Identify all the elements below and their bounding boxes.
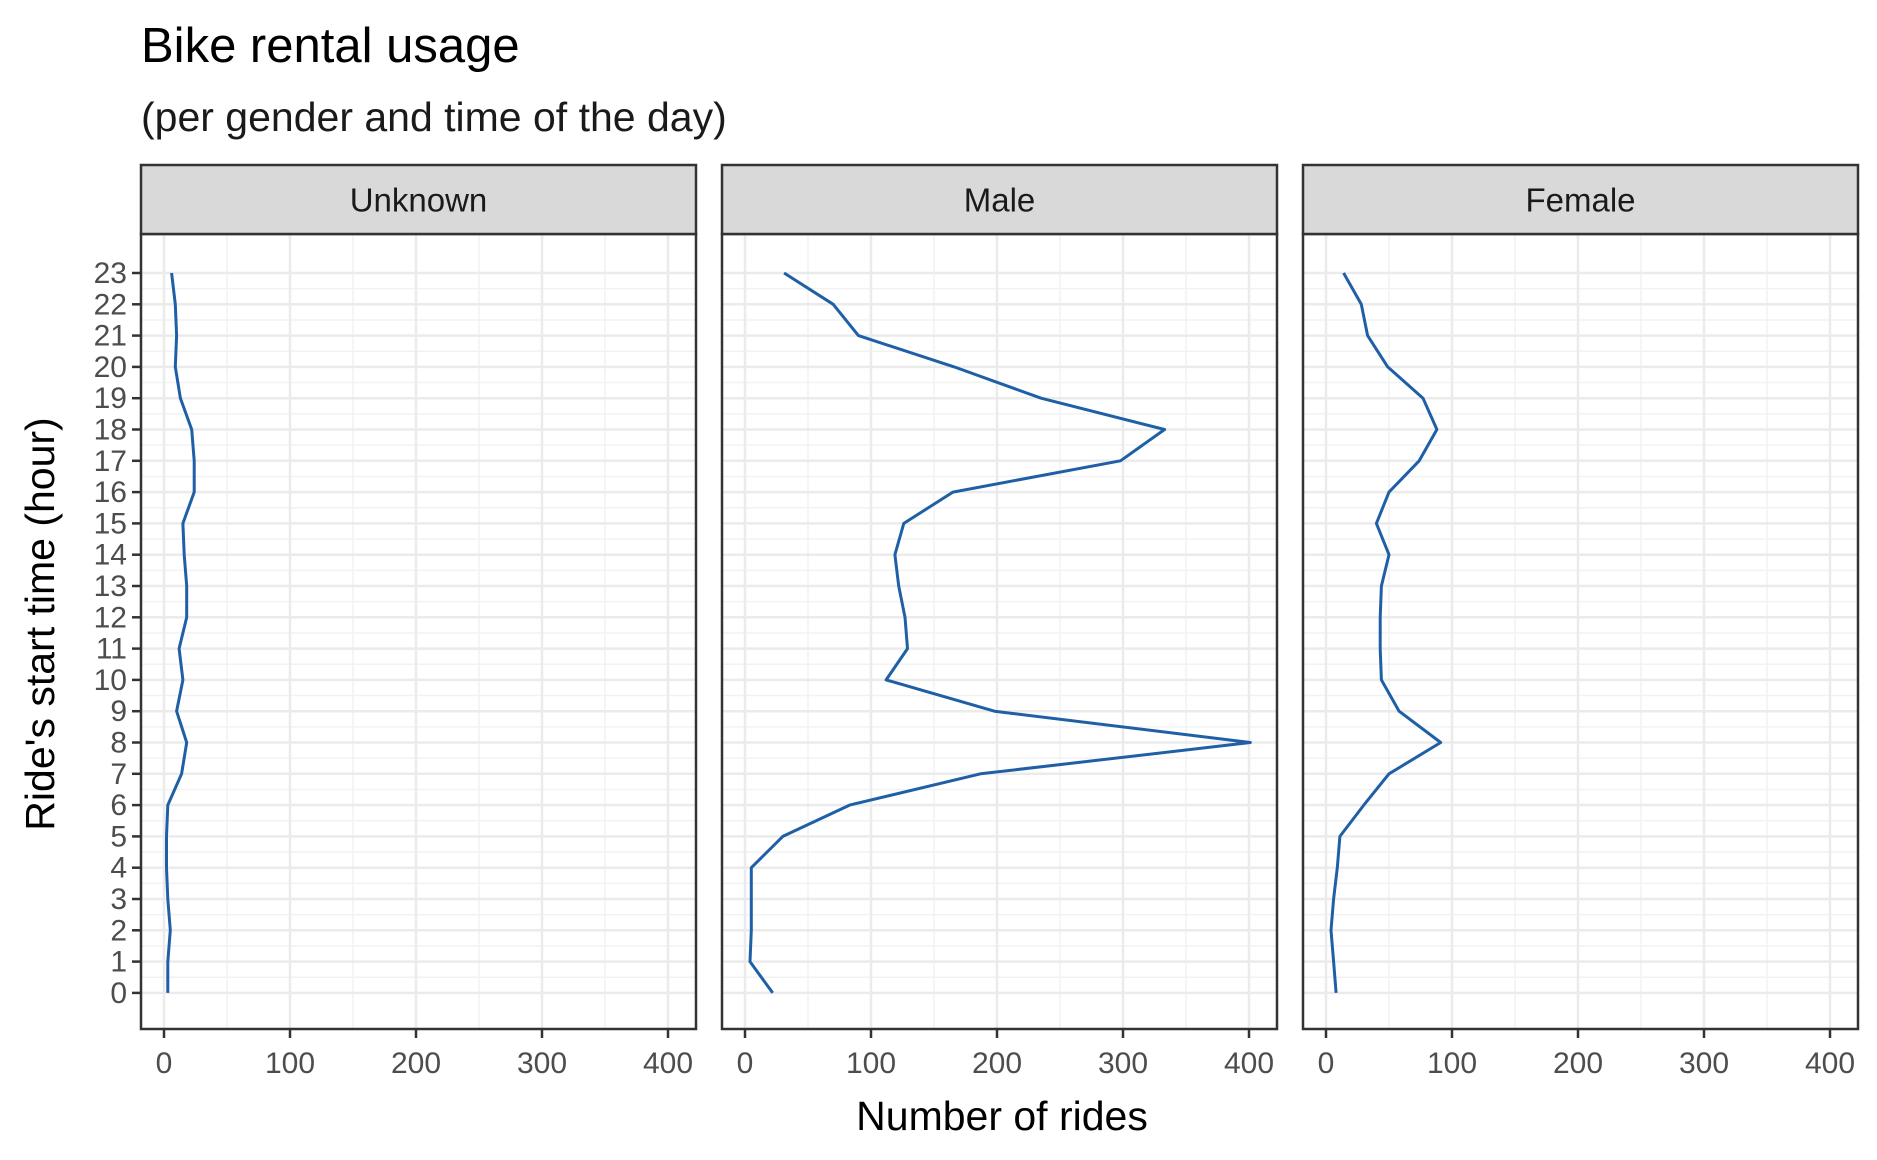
y-tick-label: 0: [110, 977, 127, 1010]
x-tick-label: 300: [1098, 1047, 1148, 1080]
y-tick-label: 16: [94, 476, 127, 509]
y-tick-label: 1: [110, 946, 127, 979]
series-line-male: [748, 271, 1252, 994]
y-tick-label: 22: [94, 288, 127, 321]
facet-strip: [139, 163, 698, 236]
x-axis-title: Number of rides: [856, 1093, 1148, 1139]
facet-strip: [1301, 163, 1860, 236]
chart-title: Bike rental usage: [141, 19, 520, 73]
facet-panel-male: Male 0 100 200 300 400: [720, 163, 1279, 1080]
x-tick-label: 100: [1427, 1047, 1477, 1080]
facet-panel-female: Female 0 100 200 300 400: [1301, 163, 1860, 1080]
x-tick-label: 200: [972, 1047, 1022, 1080]
y-tick-label: 17: [94, 445, 127, 478]
y-tick-label: 7: [110, 758, 127, 791]
panel-background: [141, 234, 696, 1029]
facet-strip-label: Unknown: [350, 182, 488, 219]
y-tick-label: 14: [94, 539, 127, 572]
x-tick-label: 400: [1224, 1047, 1274, 1080]
y-tick-label: 11: [96, 633, 127, 666]
y-tick-label: 6: [110, 789, 127, 822]
y-tick-label: 8: [110, 727, 127, 760]
y-axis-title: Ride's start time (hour): [17, 417, 63, 830]
x-tick-label: 300: [1679, 1047, 1729, 1080]
series-line-unknown: [165, 272, 196, 993]
x-tick-label: 0: [737, 1047, 754, 1080]
x-tick-label: 200: [391, 1047, 441, 1080]
y-tick-label: 19: [94, 382, 127, 415]
facet-strip-label: Female: [1525, 182, 1635, 219]
panel-background: [1303, 234, 1858, 1029]
x-tick-label: 400: [1805, 1047, 1855, 1080]
y-tick-label: 23: [94, 257, 127, 290]
x-tick-label: 300: [517, 1047, 567, 1080]
x-tick-label: 200: [1553, 1047, 1603, 1080]
y-tick-label: 9: [110, 695, 127, 728]
x-tick-label: 400: [643, 1047, 693, 1080]
y-tick-label: 15: [94, 507, 127, 540]
y-tick-label: 13: [94, 570, 127, 603]
y-tick-label: 18: [94, 414, 127, 447]
y-tick-label: 20: [94, 351, 127, 384]
series-line-female: [1329, 272, 1443, 994]
y-tick-label: 5: [110, 820, 127, 853]
x-tick-label: 100: [846, 1047, 896, 1080]
x-tick-label: 0: [1318, 1047, 1335, 1080]
y-tick-label: 2: [110, 914, 127, 947]
chart-subtitle: (per gender and time of the day): [141, 94, 727, 140]
y-tick-label: 12: [94, 601, 127, 634]
y-tick-label: 10: [94, 664, 127, 697]
x-tick-label: 0: [156, 1047, 173, 1080]
panel-background: [722, 234, 1277, 1029]
y-tick-label: 21: [94, 320, 127, 353]
facet-strip-label: Male: [964, 182, 1036, 219]
x-tick-label: 100: [265, 1047, 315, 1080]
y-tick-label: 3: [110, 883, 127, 916]
y-tick-label: 4: [110, 852, 127, 885]
facet-strip: [720, 163, 1279, 236]
